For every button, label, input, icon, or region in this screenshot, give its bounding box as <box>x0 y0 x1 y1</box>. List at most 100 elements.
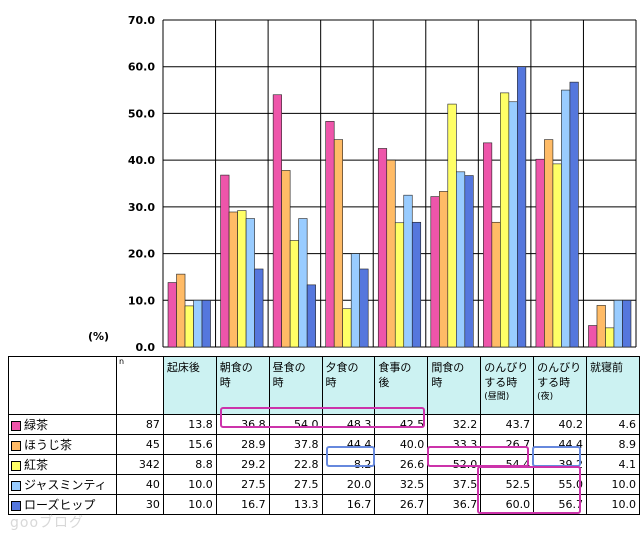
data-cell: 37.5 <box>427 474 482 495</box>
category-header: 昼食の時 <box>268 356 323 415</box>
data-cell: 16.7 <box>215 494 270 515</box>
bar <box>561 89 571 348</box>
data-cell: 40.2 <box>533 414 587 435</box>
n-column-header: n <box>115 356 164 415</box>
bar <box>167 282 177 348</box>
category-header: のんびりする時 (夜) <box>533 356 587 415</box>
data-cell: 56.7 <box>533 494 587 515</box>
series-label: ローズヒップ <box>8 494 117 515</box>
data-cell: 10.0 <box>162 494 217 515</box>
series-label: 緑茶 <box>8 414 117 435</box>
category-label: のんびり <box>537 361 582 374</box>
bar <box>403 194 413 348</box>
data-cell: 8.9 <box>585 434 640 455</box>
series-name: ローズヒップ <box>24 498 96 512</box>
category-label: 間食の <box>431 361 465 374</box>
data-cell: 40.0 <box>374 434 429 455</box>
bar <box>508 101 518 348</box>
table-row: 緑茶 87 13.8 36.8 54.0 48.3 42.5 32.2 43.7 40.2 4.6 <box>8 414 640 435</box>
y-axis-unit-label: (%) <box>88 330 110 343</box>
y-tick-label: 10.0 <box>128 294 155 307</box>
category-label: 昼食の <box>272 361 306 374</box>
data-cell: 4.6 <box>585 414 640 435</box>
data-cell: 13.8 <box>162 414 217 435</box>
category-header: のんびり する時 (昼間) <box>480 356 535 415</box>
legend-swatch <box>11 460 21 471</box>
category-header: 間食の時 <box>427 356 482 415</box>
data-cell: 4.1 <box>585 454 640 475</box>
sample-size: 342 <box>115 454 164 475</box>
bar <box>254 268 264 348</box>
data-cell: 37.8 <box>268 434 323 455</box>
bar <box>430 196 440 348</box>
category-label: (夜) <box>537 392 554 402</box>
bar <box>517 66 527 348</box>
bar <box>228 211 238 348</box>
data-cell: 13.3 <box>268 494 323 515</box>
highlight-box <box>477 466 581 514</box>
bar <box>411 221 422 348</box>
y-tick-label: 0.0 <box>136 341 156 354</box>
category-header: 食事の後 <box>374 356 429 415</box>
data-cell: 8.2 <box>321 454 376 475</box>
series-label: ほうじ茶 <box>8 434 117 455</box>
bar <box>569 81 579 348</box>
sample-size: 40 <box>115 474 164 495</box>
bar <box>237 210 247 348</box>
y-tick-label: 70.0 <box>128 14 155 27</box>
bar <box>306 284 316 348</box>
bar <box>588 325 598 348</box>
data-cell: 8.8 <box>162 454 217 475</box>
series-label: ジャスミンティ <box>8 474 117 495</box>
data-cell: 29.2 <box>215 454 270 475</box>
category-label: 時 <box>272 376 284 389</box>
watermark: gooブログ <box>10 515 85 531</box>
legend-swatch <box>11 440 21 451</box>
data-table: n 起床後 朝食の時昼食の時夕食の時食事の後間食の時のんびり する時 (昼間) のんびりす… <box>8 356 640 515</box>
bar <box>281 170 291 348</box>
highlight-box <box>427 446 529 467</box>
bar <box>333 139 343 348</box>
series-name: 緑茶 <box>24 418 49 432</box>
bar <box>193 299 203 348</box>
bar <box>377 148 388 348</box>
bar-chart: 0.0 10.0 20.0 30.0 40.0 50.0 60.0 70.0 <box>128 14 637 354</box>
table-corner <box>8 356 117 415</box>
data-cell: 15.6 <box>162 434 217 455</box>
data-cell: 10.0 <box>162 474 217 495</box>
bar <box>622 299 632 348</box>
bar <box>359 268 369 348</box>
data-cell: 10.0 <box>585 494 640 515</box>
legend-swatch <box>11 420 21 431</box>
data-cell: 52.0 <box>427 454 482 475</box>
category-label: 起床後 <box>166 361 200 374</box>
bar <box>176 273 186 348</box>
category-label: (昼間) <box>484 392 510 402</box>
bar <box>439 191 449 348</box>
category-label: のんびり <box>484 361 529 374</box>
highlight-box <box>532 446 581 467</box>
data-cell: 54.4 <box>480 454 535 475</box>
category-label: 就寝前 <box>589 361 623 374</box>
y-tick-label: 50.0 <box>128 107 155 120</box>
bar <box>184 305 194 348</box>
sample-size: 30 <box>115 494 164 515</box>
data-cell: 10.0 <box>585 474 640 495</box>
legend-swatch <box>11 480 21 491</box>
data-cell: 36.7 <box>427 494 482 515</box>
category-label: 後 <box>378 376 390 389</box>
y-tick-label: 60.0 <box>128 61 155 74</box>
highlight-box <box>326 446 375 467</box>
series-name: ジャスミンティ <box>24 478 107 492</box>
category-label: する時 <box>537 376 571 389</box>
table-row: ローズヒップ 30 10.0 16.7 13.3 16.7 26.7 36.7 60.0 56.7… <box>8 494 640 515</box>
data-cell: 20.0 <box>321 474 376 495</box>
category-label: 時 <box>431 376 443 389</box>
bar <box>491 221 501 348</box>
data-cell: 26.6 <box>374 454 429 475</box>
category-label: 朝食の <box>219 361 253 374</box>
data-cell: 16.7 <box>321 494 376 515</box>
bar <box>456 171 466 348</box>
bar <box>552 163 562 348</box>
bar <box>605 327 615 348</box>
